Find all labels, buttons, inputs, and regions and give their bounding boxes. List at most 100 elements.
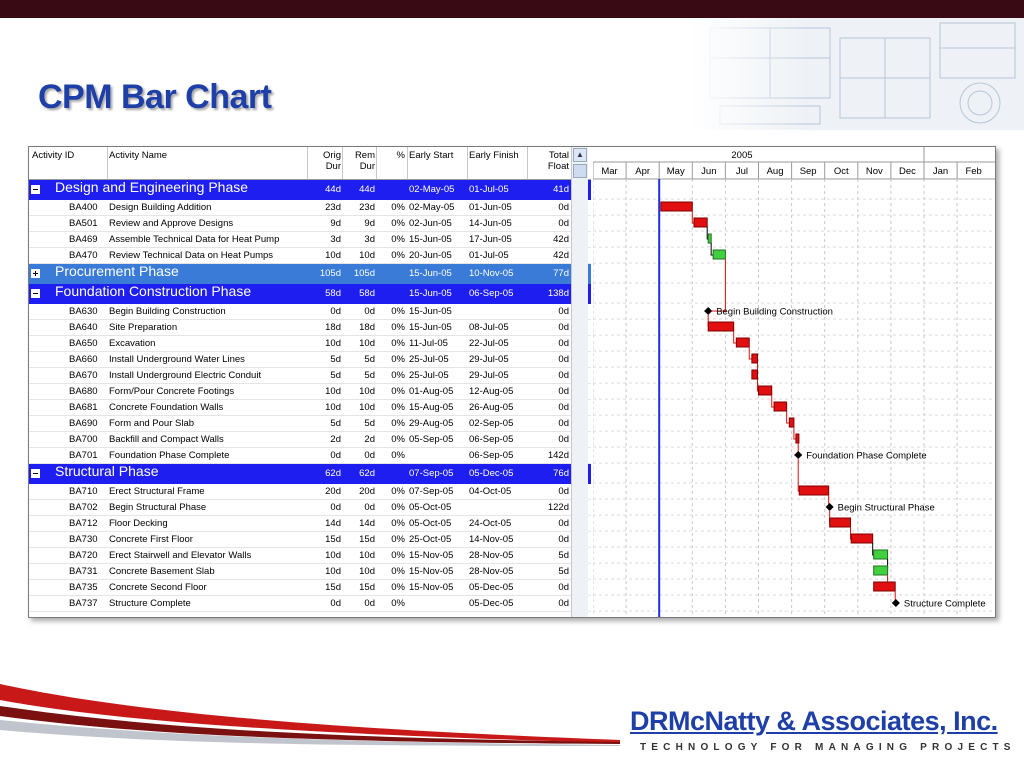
- activity-row[interactable]: BA640 Site Preparation 18d 18d 0% 15-Jun-05 08…: [29, 320, 591, 336]
- activity-row[interactable]: BA700 Backfill and Compact Walls 2d 2d 0% 05-…: [29, 432, 591, 448]
- activity-row[interactable]: BA720 Erect Stairwell and Elevator Walls 1…: [29, 548, 591, 564]
- early-start: 02-May-05: [409, 184, 455, 195]
- early-start: 15-Jun-05: [409, 268, 452, 279]
- activity-row[interactable]: BA670 Install Underground Electric Condui…: [29, 368, 591, 384]
- group-name: Foundation Construction Phase: [55, 283, 252, 299]
- month-label: Apr: [635, 166, 650, 177]
- activity-row[interactable]: BA712 Floor Decking 14d 14d 0% 05-Oct-05 24-Oc…: [29, 516, 591, 532]
- activity-row[interactable]: BA737 Structure Complete 0d 0d 0% 05-Dec-05 0d: [29, 596, 591, 612]
- red-swoosh-decoration: [0, 684, 620, 746]
- activity-id: BA700: [69, 434, 98, 445]
- activity-bar: [773, 401, 788, 412]
- vertical-scrollbar[interactable]: ▲: [571, 147, 588, 617]
- col-early-start[interactable]: Early Start: [409, 150, 454, 161]
- orig-dur: 0d: [330, 306, 341, 317]
- orig-dur: 62d: [325, 468, 341, 479]
- activity-name: Install Underground Electric Conduit: [109, 370, 262, 381]
- activity-row[interactable]: BA650 Excavation 10d 10d 0% 11-Jul-05 22-Jul-0…: [29, 336, 591, 352]
- activity-row[interactable]: BA680 Form/Pour Concrete Footings 10d 10d 0%…: [29, 384, 591, 400]
- total-float: 5d: [558, 566, 569, 577]
- activity-bar: [707, 233, 712, 244]
- expand-icon[interactable]: [31, 269, 40, 278]
- activity-name: Concrete Second Floor: [109, 582, 207, 593]
- activity-row[interactable]: BA470 Review Technical Data on Heat Pumps…: [29, 248, 591, 264]
- activity-bar: [873, 581, 896, 592]
- rem-dur: 0d: [364, 306, 375, 317]
- percent-complete: 0%: [391, 306, 405, 317]
- activity-row[interactable]: BA710 Erect Structural Frame 20d 20d 0% 07-Se…: [29, 484, 591, 500]
- col-early-finish[interactable]: Early Finish: [469, 150, 519, 161]
- percent-complete: 0%: [391, 338, 405, 349]
- orig-dur: 10d: [325, 550, 341, 561]
- logic-link: [691, 211, 694, 224]
- activity-row[interactable]: BA630 Begin Building Construction 0d 0d 0% 15…: [29, 304, 591, 320]
- milestone-label: Structure Complete: [904, 599, 986, 610]
- scroll-up-icon[interactable]: ▲: [573, 148, 587, 162]
- total-float: 138d: [547, 288, 569, 299]
- early-finish: 06-Sep-05: [469, 288, 514, 299]
- activity-row[interactable]: BA731 Concrete Basement Slab 10d 10d 0% 15-No…: [29, 564, 591, 580]
- orig-dur: 14d: [325, 518, 341, 529]
- col-divider: [376, 147, 377, 179]
- col-rem-dur[interactable]: Rem Dur: [343, 150, 375, 172]
- col-pct[interactable]: %: [396, 150, 405, 161]
- orig-dur: 10d: [325, 338, 341, 349]
- total-float: 0d: [558, 202, 569, 213]
- total-float: 0d: [558, 598, 569, 609]
- activity-row[interactable]: BA735 Concrete Second Floor 15d 15d 0% 15-Nov…: [29, 580, 591, 596]
- wbs-group-row[interactable]: Design and Engineering Phase 44d 44d 02-May…: [29, 180, 591, 200]
- total-float: 5d: [558, 550, 569, 561]
- activity-row[interactable]: BA660 Install Underground Water Lines 5d 5d…: [29, 352, 591, 368]
- wbs-group-row[interactable]: Structural Phase 62d 62d 07-Sep-05 05-Dec-05…: [29, 464, 591, 484]
- activity-id: BA681: [69, 402, 98, 413]
- rem-dur: 10d: [359, 566, 375, 577]
- activity-id: BA712: [69, 518, 98, 529]
- early-start: 11-Jul-05: [409, 338, 448, 349]
- early-start: 07-Sep-05: [409, 486, 454, 497]
- orig-dur: 10d: [325, 566, 341, 577]
- activity-row[interactable]: BA701 Foundation Phase Complete 0d 0d 0% 06-S…: [29, 448, 591, 464]
- collapse-icon[interactable]: [31, 469, 40, 478]
- total-float: 0d: [558, 218, 569, 229]
- col-activity-name[interactable]: Activity Name: [109, 150, 168, 161]
- month-label: Nov: [866, 166, 883, 177]
- orig-dur: 44d: [325, 184, 341, 195]
- col-orig-dur[interactable]: Orig Dur: [309, 150, 341, 172]
- orig-dur: 3d: [330, 234, 341, 245]
- activity-id: BA501: [69, 218, 98, 229]
- activity-row[interactable]: BA690 Form and Pour Slab 5d 5d 0% 29-Aug-05 02…: [29, 416, 591, 432]
- logic-link: [771, 395, 775, 408]
- activity-name: Foundation Phase Complete: [109, 450, 230, 461]
- activity-name: Backfill and Compact Walls: [109, 434, 224, 445]
- wbs-group-row[interactable]: Foundation Construction Phase 58d 58d 15-Ju…: [29, 284, 591, 304]
- scroll-thumb[interactable]: [573, 164, 587, 178]
- activity-row[interactable]: BA501 Review and Approve Designs 9d 9d 0% 02-…: [29, 216, 591, 232]
- activity-row[interactable]: BA730 Concrete First Floor 15d 15d 0% 25-Oct-…: [29, 532, 591, 548]
- rem-dur: 9d: [364, 218, 375, 229]
- activity-bar: [788, 417, 795, 428]
- total-float: 0d: [558, 582, 569, 593]
- activity-row[interactable]: BA702 Begin Structural Phase 0d 0d 0% 05-Oct-…: [29, 500, 591, 516]
- activity-id: BA670: [69, 370, 98, 381]
- orig-dur: 9d: [330, 218, 341, 229]
- early-start: 25-Jul-05: [409, 370, 449, 381]
- activity-bar: [712, 249, 726, 260]
- col-orig-dur-l2: Dur: [325, 161, 341, 172]
- collapse-icon[interactable]: [31, 289, 40, 298]
- rem-dur: 0d: [364, 598, 375, 609]
- col-divider: [307, 147, 308, 179]
- col-total-float[interactable]: Total Float: [529, 150, 569, 172]
- rem-dur: 10d: [359, 250, 375, 261]
- activity-row[interactable]: BA469 Assemble Technical Data for Heat Pu…: [29, 232, 591, 248]
- col-activity-id[interactable]: Activity ID: [32, 150, 75, 161]
- collapse-icon[interactable]: [31, 185, 40, 194]
- wbs-group-row[interactable]: Procurement Phase 105d 105d 15-Jun-05 10-Nov…: [29, 264, 591, 284]
- percent-complete: 0%: [391, 218, 405, 229]
- activity-name: Review and Approve Designs: [109, 218, 234, 229]
- activity-bar: [873, 549, 889, 560]
- activity-row[interactable]: BA400 Design Building Addition 23d 23d 0% 02-…: [29, 200, 591, 216]
- activity-row[interactable]: BA681 Concrete Foundation Walls 10d 10d 0% 15…: [29, 400, 591, 416]
- rem-dur: 44d: [359, 184, 375, 195]
- total-float: 0d: [558, 534, 569, 545]
- early-finish: 05-Dec-05: [469, 582, 514, 593]
